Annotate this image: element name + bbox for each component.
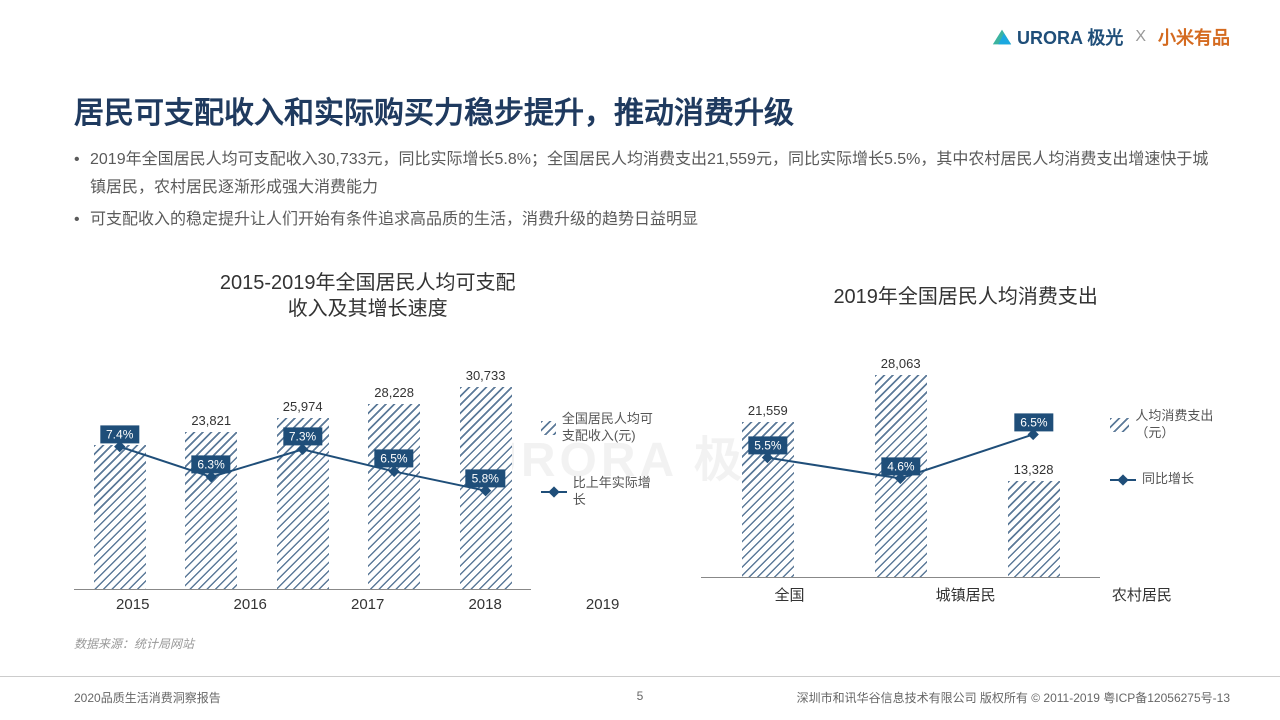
- x-axis-label: 2018: [455, 596, 515, 613]
- line-pct-label: 6.3%: [191, 455, 230, 473]
- logo-urora: URORA 极光: [991, 24, 1123, 50]
- chart1-xlabels: 2015 2016 2017 2018 2019: [74, 596, 661, 613]
- bar-value-label: 21,559: [748, 403, 788, 418]
- chart1-legend: 全国居民人均可支配收入(元) 比上年实际增长: [531, 330, 661, 590]
- bar-value-label: 28,063: [881, 356, 921, 371]
- x-axis-label: 全国: [759, 584, 819, 605]
- line-pct-label: 6.5%: [374, 450, 413, 468]
- bar-column: 13,328: [1004, 462, 1064, 577]
- swatch-line-icon: [1110, 479, 1136, 481]
- footer-report-name: 2020品质生活消费洞察报告: [74, 689, 221, 706]
- bar-value-label: 25,974: [283, 399, 323, 414]
- bar: [1008, 481, 1060, 577]
- legend-bar-label: 全国居民人均可支配收入(元): [562, 411, 662, 445]
- legend-line: 比上年实际增长: [541, 475, 661, 509]
- logo-urora-text: URORA 极光: [1017, 24, 1123, 50]
- chart1-plot: 21,966 23,821 25,974 28,228 30,733 7.4% 6.3% 7…: [74, 330, 531, 590]
- bar-value-label: 30,733: [466, 368, 506, 383]
- chart2-xlabels: 全国 城镇居民 农村居民: [701, 584, 1230, 605]
- chart2-legend: 人均消费支出（元） 同比增长: [1100, 318, 1230, 578]
- page-number: 5: [637, 689, 644, 703]
- x-axis-label: 农村居民: [1112, 584, 1172, 605]
- bar-column: 23,821: [181, 413, 241, 589]
- bar-column: 21,966: [90, 426, 150, 589]
- legend-bar: 人均消费支出（元）: [1110, 408, 1230, 442]
- bar-value-label: 13,328: [1014, 462, 1054, 477]
- bar: [460, 387, 512, 589]
- x-axis-label: 2019: [573, 596, 633, 613]
- bullet-item: 2019年全国居民人均可支配收入30,733元，同比实际增长5.8%；全国居民人…: [74, 146, 1220, 202]
- logo-separator: X: [1135, 28, 1146, 46]
- legend-line-label: 比上年实际增长: [573, 475, 662, 509]
- x-axis-label: 2015: [103, 596, 163, 613]
- swatch-bar-icon: [1110, 418, 1129, 432]
- chart-income: 2015-2019年全国居民人均可支配收入及其增长速度 21,966 23,821…: [74, 270, 661, 630]
- x-axis-label: 2016: [220, 596, 280, 613]
- charts-container: 2015-2019年全国居民人均可支配收入及其增长速度 21,966 23,821…: [74, 270, 1230, 630]
- bar-column: 21,559: [738, 403, 798, 577]
- bar-column: 28,228: [364, 385, 424, 589]
- header-logos: URORA 极光 X 小米有品: [991, 24, 1230, 50]
- line-pct-label: 7.3%: [283, 428, 322, 446]
- line-pct-label: 4.6%: [881, 457, 920, 475]
- chart-expenditure: 2019年全国居民人均消费支出 21,559 28,063 13,328 5.5% 4…: [701, 270, 1230, 630]
- urora-icon: [991, 26, 1013, 48]
- bullet-item: 可支配收入的稳定提升让人们开始有条件追求高品质的生活，消费升级的趋势日益明显: [74, 206, 1220, 234]
- x-axis-label: 城镇居民: [936, 584, 996, 605]
- footer: 2020品质生活消费洞察报告 5 深圳市和讯华谷信息技术有限公司 版权所有 © …: [0, 676, 1280, 720]
- footer-copyright: 深圳市和讯华谷信息技术有限公司 版权所有 © 2011-2019 粤ICP备12…: [797, 689, 1230, 706]
- bar: [368, 404, 420, 589]
- legend-bar-label: 人均消费支出（元）: [1135, 408, 1230, 442]
- chart1-title: 2015-2019年全国居民人均可支配收入及其增长速度: [74, 270, 661, 322]
- legend-line: 同比增长: [1110, 471, 1230, 488]
- line-pct-label: 7.4%: [100, 425, 139, 443]
- page-title: 居民可支配收入和实际购买力稳步提升，推动消费升级: [74, 88, 794, 132]
- line-pct-label: 5.5%: [748, 436, 787, 454]
- chart2-plot: 21,559 28,063 13,328 5.5% 4.6% 6.5%: [701, 318, 1100, 578]
- bar-value-label: 23,821: [191, 413, 231, 428]
- bar-value-label: 28,228: [374, 385, 414, 400]
- chart2-title: 2019年全国居民人均消费支出: [701, 284, 1230, 310]
- swatch-bar-icon: [541, 421, 556, 435]
- line-pct-label: 6.5%: [1014, 413, 1053, 431]
- bar: [94, 445, 146, 589]
- bullet-list: 2019年全国居民人均可支配收入30,733元，同比实际增长5.8%；全国居民人…: [74, 146, 1220, 238]
- data-source: 数据来源：统计局网站: [74, 635, 194, 652]
- legend-bar: 全国居民人均可支配收入(元): [541, 411, 661, 445]
- line-pct-label: 5.8%: [466, 469, 505, 487]
- logo-xiaomi: 小米有品: [1158, 24, 1230, 50]
- swatch-line-icon: [541, 491, 566, 493]
- bar: [875, 375, 927, 577]
- legend-line-label: 同比增长: [1142, 471, 1194, 488]
- x-axis-label: 2017: [338, 596, 398, 613]
